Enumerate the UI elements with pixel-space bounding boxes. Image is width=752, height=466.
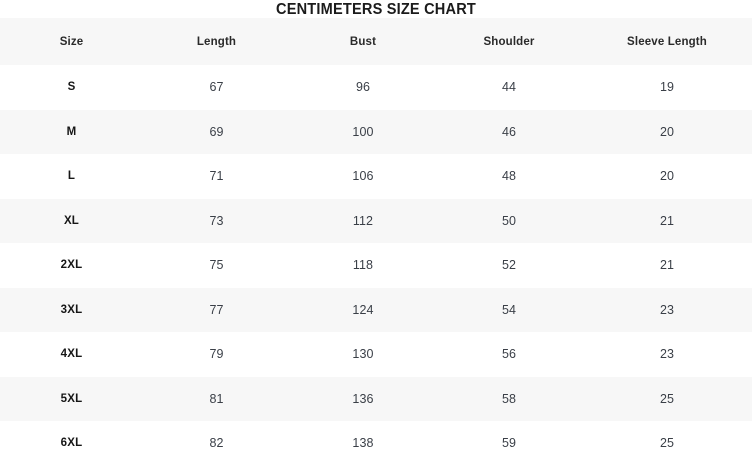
cell-bust: 118 (290, 243, 436, 288)
cell-shoulder: 59 (436, 421, 582, 466)
cell-length: 69 (143, 109, 290, 154)
cell-length: 79 (143, 332, 290, 377)
cell-size: XL (0, 198, 143, 243)
cell-size: 5XL (0, 376, 143, 421)
cell-shoulder: 46 (436, 109, 582, 154)
cell-bust: 112 (290, 198, 436, 243)
cell-length: 73 (143, 198, 290, 243)
cell-size: 3XL (0, 287, 143, 332)
cell-sleeve-length: 20 (582, 154, 752, 199)
cell-sleeve-length: 19 (582, 65, 752, 110)
cell-size: 6XL (0, 421, 143, 466)
cell-length: 81 (143, 376, 290, 421)
table-row: 6XL 82 138 59 25 (0, 421, 752, 466)
cell-shoulder: 44 (436, 65, 582, 110)
cell-length: 71 (143, 154, 290, 199)
table-header: Size Length Bust Shoulder Sleeve Length (0, 18, 752, 65)
column-header-bust: Bust (290, 18, 436, 65)
table-header-row: Size Length Bust Shoulder Sleeve Length (0, 18, 752, 65)
cell-size: S (0, 65, 143, 110)
table-body: S 67 96 44 19 M 69 100 46 20 L 71 106 48… (0, 65, 752, 466)
table-row: 5XL 81 136 58 25 (0, 376, 752, 421)
table-row: S 67 96 44 19 (0, 65, 752, 110)
cell-sleeve-length: 21 (582, 243, 752, 288)
table-row: M 69 100 46 20 (0, 109, 752, 154)
cell-length: 77 (143, 287, 290, 332)
cell-bust: 124 (290, 287, 436, 332)
cell-shoulder: 48 (436, 154, 582, 199)
cell-shoulder: 56 (436, 332, 582, 377)
table-row: 4XL 79 130 56 23 (0, 332, 752, 377)
cell-sleeve-length: 20 (582, 109, 752, 154)
cell-bust: 106 (290, 154, 436, 199)
cell-shoulder: 52 (436, 243, 582, 288)
cell-length: 75 (143, 243, 290, 288)
page-title: CENTIMETERS SIZE CHART (275, 1, 477, 18)
cell-sleeve-length: 23 (582, 332, 752, 377)
cell-bust: 100 (290, 109, 436, 154)
table-row: L 71 106 48 20 (0, 154, 752, 199)
cell-sleeve-length: 25 (582, 421, 752, 466)
table-row: XL 73 112 50 21 (0, 198, 752, 243)
cell-size: M (0, 109, 143, 154)
cell-bust: 136 (290, 376, 436, 421)
column-header-sleeve-length: Sleeve Length (582, 18, 752, 65)
cell-shoulder: 54 (436, 287, 582, 332)
cell-bust: 96 (290, 65, 436, 110)
cell-length: 82 (143, 421, 290, 466)
cell-sleeve-length: 21 (582, 198, 752, 243)
column-header-size: Size (0, 18, 143, 65)
size-chart-table: Size Length Bust Shoulder Sleeve Length … (0, 18, 752, 466)
cell-shoulder: 50 (436, 198, 582, 243)
column-header-length: Length (143, 18, 290, 65)
cell-bust: 138 (290, 421, 436, 466)
table-row: 2XL 75 118 52 21 (0, 243, 752, 288)
cell-size: 2XL (0, 243, 143, 288)
cell-size: L (0, 154, 143, 199)
cell-sleeve-length: 23 (582, 287, 752, 332)
column-header-shoulder: Shoulder (436, 18, 582, 65)
cell-size: 4XL (0, 332, 143, 377)
cell-shoulder: 58 (436, 376, 582, 421)
cell-length: 67 (143, 65, 290, 110)
cell-bust: 130 (290, 332, 436, 377)
table-row: 3XL 77 124 54 23 (0, 287, 752, 332)
cell-sleeve-length: 25 (582, 376, 752, 421)
